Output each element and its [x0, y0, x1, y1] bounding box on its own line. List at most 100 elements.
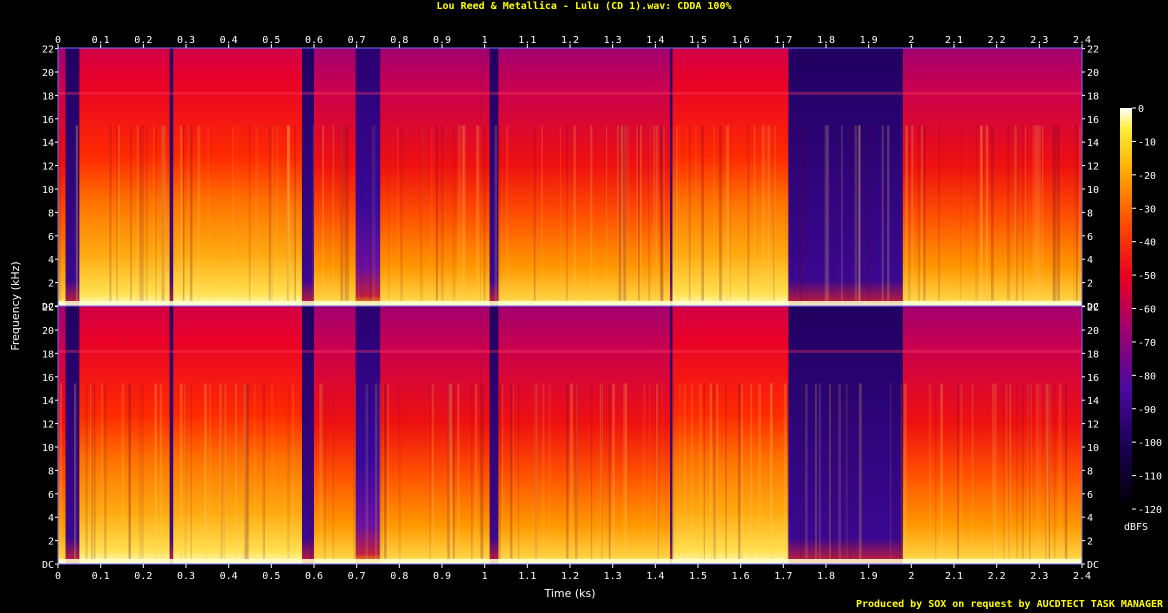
spectrogram-streak	[831, 383, 834, 559]
spectrogram-streak	[374, 125, 376, 301]
spectrogram-streak	[639, 125, 642, 301]
spectrogram-streak	[828, 383, 830, 559]
spectrogram-segment	[489, 48, 499, 306]
spectrogram-streak	[703, 383, 705, 559]
spectrogram-streak	[248, 125, 251, 301]
spectrogram-streak	[747, 125, 750, 301]
spectrogram-streak	[838, 383, 841, 559]
x-tick-label-top: 1.1	[518, 35, 536, 46]
spectrogram-streak	[858, 383, 862, 559]
y-tick-label-right: 2	[1087, 537, 1093, 548]
spectrogram-streak	[900, 383, 903, 559]
spectrogram-streak	[643, 383, 646, 559]
spectrogram-streak	[783, 383, 787, 559]
axis-ticks: 0 0 0.1 0.1 0.2 0.2 0.3 0.3 0.4 0.4 0.5 0.5 0.6 0.6 0.…	[42, 35, 1099, 582]
spectrogram-streak	[184, 383, 187, 559]
spectrogram-streak	[139, 383, 141, 559]
dc-band	[58, 301, 1082, 306]
spectrogram-streak	[332, 383, 335, 559]
spectrogram-streak	[498, 125, 500, 301]
spectrogram-streak	[1052, 125, 1055, 301]
spectrogram-streak	[429, 383, 432, 559]
colorbar	[1120, 108, 1132, 509]
spectrogram-streak	[713, 383, 716, 559]
spectrogram-streak	[431, 383, 434, 559]
spectrogram-streak	[918, 125, 920, 301]
spectrogram-streak	[620, 125, 623, 301]
spectrogram-streak	[162, 125, 166, 301]
spectrogram-streak	[517, 383, 520, 559]
y-tick-label-left: 14	[42, 138, 54, 149]
spectrogram-streak	[701, 125, 705, 301]
y-tick-label-left: 6	[48, 232, 54, 243]
spectrogram-streak	[559, 125, 561, 301]
x-tick-label-bottom: 0.5	[262, 571, 280, 582]
spectrogram-streak	[957, 383, 959, 559]
x-tick-label-top: 1.7	[774, 35, 792, 46]
y-tick-label-left: DC	[42, 302, 54, 313]
y-tick-label-right: 22	[1087, 45, 1099, 56]
spectrogram-segment	[169, 48, 174, 306]
spectrogram-streak	[220, 383, 223, 559]
spectrogram-streak	[921, 125, 923, 301]
band-18khz	[58, 91, 1082, 95]
y-tick-label-right: 18	[1087, 91, 1099, 102]
colorbar-tick-label: -100	[1138, 438, 1162, 449]
spectrogram-streak	[190, 383, 192, 559]
x-tick-label-bottom: 2.1	[945, 571, 963, 582]
colorbar-tick-label: -90	[1138, 405, 1156, 416]
spectrogram-streak	[136, 125, 139, 301]
spectrogram-streak	[657, 383, 659, 559]
spectrogram-streak	[419, 125, 422, 301]
spectrogram-streak	[506, 125, 509, 301]
spectrogram-streak	[715, 383, 719, 559]
spectrogram-streak	[601, 383, 603, 559]
spectrogram-streak	[182, 125, 185, 301]
y-tick-label-left: 12	[42, 420, 54, 431]
spectrogram-streak	[371, 125, 374, 301]
y-tick-label-left: 12	[42, 162, 54, 173]
x-tick-label-bottom: 0.1	[92, 571, 110, 582]
y-tick-label-right: DC	[1087, 560, 1099, 571]
spectrogram-streak	[188, 125, 191, 301]
spectrogram-streak	[116, 125, 118, 301]
spectrogram-streak	[365, 383, 369, 559]
spectrogram-streak	[74, 383, 77, 559]
spectrogram-streak	[542, 383, 545, 559]
spectrogram-streak	[548, 383, 551, 559]
spectrogram-streak	[162, 125, 166, 301]
spectrogram-streak	[1002, 383, 1005, 559]
spectrogram-streak	[319, 383, 323, 559]
spectrogram-streak	[286, 125, 290, 301]
spectrogram-streak	[90, 383, 93, 559]
spectrogram-streak	[857, 125, 861, 301]
x-tick-label-bottom: 1.5	[689, 571, 707, 582]
spectrogram-streak	[806, 125, 808, 301]
spectrogram-streak	[887, 125, 889, 301]
spectrogram-streak	[900, 383, 902, 559]
spectrogram-streak	[452, 383, 455, 559]
x-tick-label-top: 2.4	[1073, 35, 1091, 46]
x-tick-label-top: 0.5	[262, 35, 280, 46]
spectrogram-streak	[332, 125, 335, 301]
spectrogram-streak	[322, 125, 324, 301]
y-tick-label-left: 22	[42, 303, 54, 314]
spectrogram-streak	[1041, 125, 1044, 301]
spectrogram-streak	[388, 125, 390, 301]
spectrogram-streak	[155, 383, 157, 559]
spectrogram-streak	[656, 383, 659, 559]
spectrogram-streak	[1008, 383, 1010, 559]
spectrogram-streak	[1007, 125, 1010, 301]
spectrogram-streak	[1053, 383, 1056, 559]
spectrogram-streak	[1047, 383, 1051, 559]
y-tick-label-left: 20	[42, 68, 54, 79]
spectrogram-streak	[471, 383, 473, 559]
spectrogram-streak	[1034, 125, 1037, 301]
spectrogram-streak	[1060, 383, 1062, 559]
spectrogram-streak	[440, 125, 444, 301]
spectrogram-streak	[180, 383, 183, 559]
spectrogram-streak	[161, 125, 164, 301]
spectrogram-streak	[590, 125, 593, 301]
spectrogram-streak	[575, 383, 578, 559]
y-tick-label-right: DC	[1087, 302, 1099, 313]
